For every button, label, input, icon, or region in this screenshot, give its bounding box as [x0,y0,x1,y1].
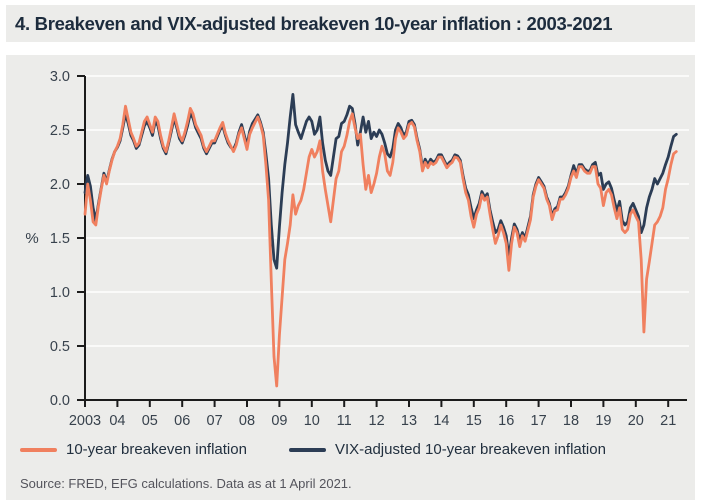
y-tick-label: 0.0 [50,393,70,409]
chart-title-bar: 4. Breakeven and VIX-adjusted breakeven … [6,5,695,42]
x-tick-label: 20 [628,413,644,429]
chart-legend: 10-year breakeven inflation VIX-adjusted… [6,441,695,458]
x-tick-label: 17 [531,413,547,429]
x-tick-label: 14 [433,413,449,429]
x-tick-label: 09 [271,413,287,429]
x-tick-label: 07 [207,413,223,429]
y-tick-label: 2.0 [50,177,70,193]
x-tick-label: 2003 [69,413,101,429]
source-note: Source: FRED, EFG calculations. Data as … [20,476,352,491]
x-tick-label: 11 [337,413,352,429]
x-tick-label: 13 [401,413,417,429]
breakeven-line-swatch [20,447,57,452]
legend-item-vix-adjusted: VIX-adjusted 10-year breakeven inflation [288,441,606,458]
x-tick-label: 18 [563,413,579,429]
x-tick-label: 04 [109,413,125,429]
y-axis-unit-label: % [25,230,38,247]
x-tick-label: 05 [142,413,158,429]
y-tick-label: 1.0 [50,285,70,301]
x-tick-label: 06 [174,413,190,429]
legend-label-vix-adjusted: VIX-adjusted 10-year breakeven inflation [334,441,606,458]
y-tick-label: 2.5 [50,123,70,139]
x-tick-label: 15 [466,413,482,429]
legend-label-breakeven: 10-year breakeven inflation [66,441,247,458]
chart-title: 4. Breakeven and VIX-adjusted breakeven … [15,12,613,34]
y-tick-label: 0.5 [50,339,70,355]
y-tick-label: 1.5 [50,231,70,247]
x-tick-label: 21 [660,413,676,429]
x-tick-label: 10 [304,413,320,429]
chart-panel: 0.0 0.5 1.0 1.5 2.0 2.5 3.0% 2003 04 05 06 07 08 09 10… [6,55,695,500]
x-tick-label: 16 [498,413,514,429]
y-ticks: 0.0 0.5 1.0 1.5 2.0 2.5 3.0 [50,69,85,409]
x-tick-label: 19 [595,413,611,429]
series-line-breakeven [83,104,678,388]
x-tick-label: 12 [369,413,385,429]
x-ticks: 2003 04 05 06 07 08 09 10 11 12 13 14 15 16 17 18 19 20 21 [69,400,676,429]
line-chart: 0.0 0.5 1.0 1.5 2.0 2.5 3.0% 2003 04 05 06 07 08 09 10… [25,69,689,429]
vix-adjusted-line-swatch [288,447,326,452]
y-tick-label: 3.0 [50,69,70,85]
legend-item-breakeven: 10-year breakeven inflation [20,441,247,458]
x-tick-label: 08 [239,413,255,429]
